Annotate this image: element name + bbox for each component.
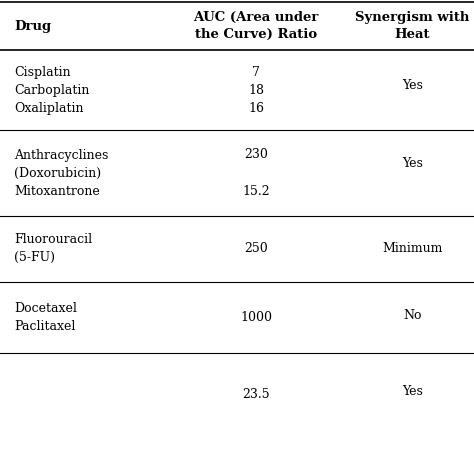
Text: No: No: [403, 309, 422, 322]
Text: 1000: 1000: [240, 311, 272, 324]
Text: 23.5: 23.5: [242, 388, 270, 401]
Text: Yes: Yes: [402, 384, 423, 398]
Text: Cisplatin
Carboplatin
Oxaliplatin: Cisplatin Carboplatin Oxaliplatin: [14, 65, 90, 115]
Text: Fluorouracil
(5-FU): Fluorouracil (5-FU): [14, 233, 92, 264]
Text: Yes: Yes: [402, 157, 423, 170]
Text: 7
18
16: 7 18 16: [248, 65, 264, 115]
Text: Docetaxel
Paclitaxel: Docetaxel Paclitaxel: [14, 302, 77, 333]
Text: 15.2: 15.2: [242, 185, 270, 198]
Text: Minimum: Minimum: [382, 242, 443, 255]
Text: Synergism with
Heat: Synergism with Heat: [355, 11, 470, 41]
Text: AUC (Area under
the Curve) Ratio: AUC (Area under the Curve) Ratio: [193, 11, 319, 41]
Text: Drug: Drug: [14, 19, 51, 33]
Text: Anthracyclines
(Doxorubicin)
Mitoxantrone: Anthracyclines (Doxorubicin) Mitoxantron…: [14, 148, 109, 198]
Text: 250: 250: [244, 242, 268, 255]
Text: 230: 230: [244, 148, 268, 161]
Text: Yes: Yes: [402, 79, 423, 92]
